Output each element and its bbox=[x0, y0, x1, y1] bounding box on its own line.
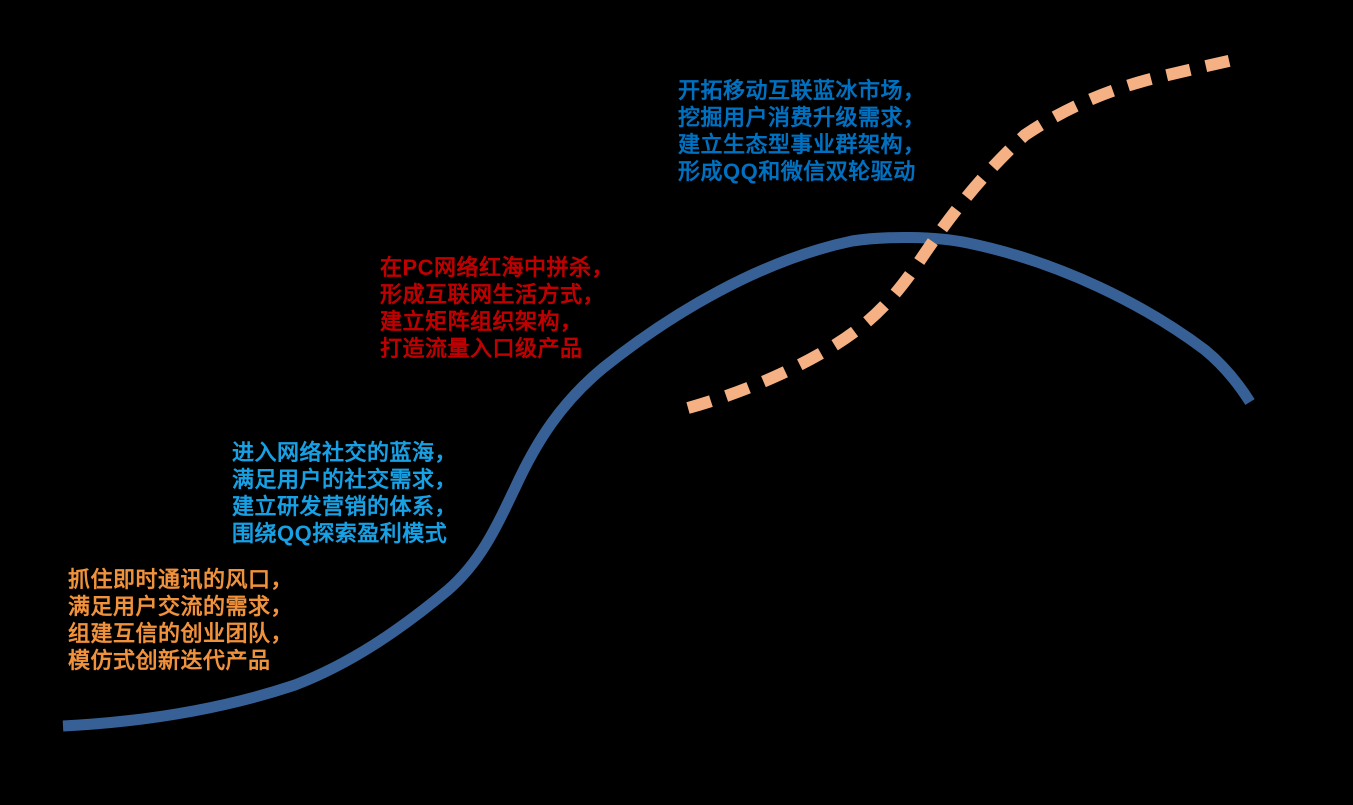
second-curve-dashed-line bbox=[686, 54, 1235, 414]
stage-line: 建立研发营销的体系， bbox=[232, 494, 458, 519]
stage-line: 形成QQ和微信双轮驱动 bbox=[678, 159, 916, 184]
stage-label-blue-ocean: 进入网络社交的蓝海， 满足用户的社交需求， 建立研发营销的体系， 围绕QQ探索盈… bbox=[232, 439, 457, 547]
stage-line: 围绕QQ探索盈利模式 bbox=[232, 521, 448, 546]
stage-line: 抓住即时通讯的风口， bbox=[68, 567, 294, 592]
stage-line: 组建互信的创业团队， bbox=[68, 621, 294, 646]
stage-line: 满足用户的社交需求， bbox=[232, 467, 458, 492]
stage-line: 建立生态型事业群架构， bbox=[678, 132, 926, 157]
stage-label-mobile-internet: 开拓移动互联蓝冰市场， 挖掘用户消费升级需求， 建立生态型事业群架构， 形成QQ… bbox=[678, 77, 926, 185]
stage-line: 打造流量入口级产品 bbox=[380, 336, 583, 361]
stage-line: 进入网络社交的蓝海， bbox=[232, 440, 458, 465]
stage-line: 满足用户交流的需求， bbox=[68, 594, 294, 619]
stage-line: 建立矩阵组织架构， bbox=[380, 309, 583, 334]
stage-label-red-ocean: 在PC网络红海中拼杀， 形成互联网生活方式， 建立矩阵组织架构， 打造流量入口级… bbox=[380, 254, 614, 362]
stage-label-startup: 抓住即时通讯的风口， 满足用户交流的需求， 组建互信的创业团队， 模仿式创新迭代… bbox=[68, 566, 293, 674]
stage-line: 开拓移动互联蓝冰市场， bbox=[678, 78, 926, 103]
first-curve-solid-line bbox=[62, 231, 1255, 732]
stage-line: 形成互联网生活方式， bbox=[380, 282, 606, 307]
stage-line: 模仿式创新迭代产品 bbox=[68, 648, 271, 673]
stage-line: 在PC网络红海中拼杀， bbox=[380, 255, 615, 280]
stage-line: 挖掘用户消费升级需求， bbox=[678, 105, 926, 130]
